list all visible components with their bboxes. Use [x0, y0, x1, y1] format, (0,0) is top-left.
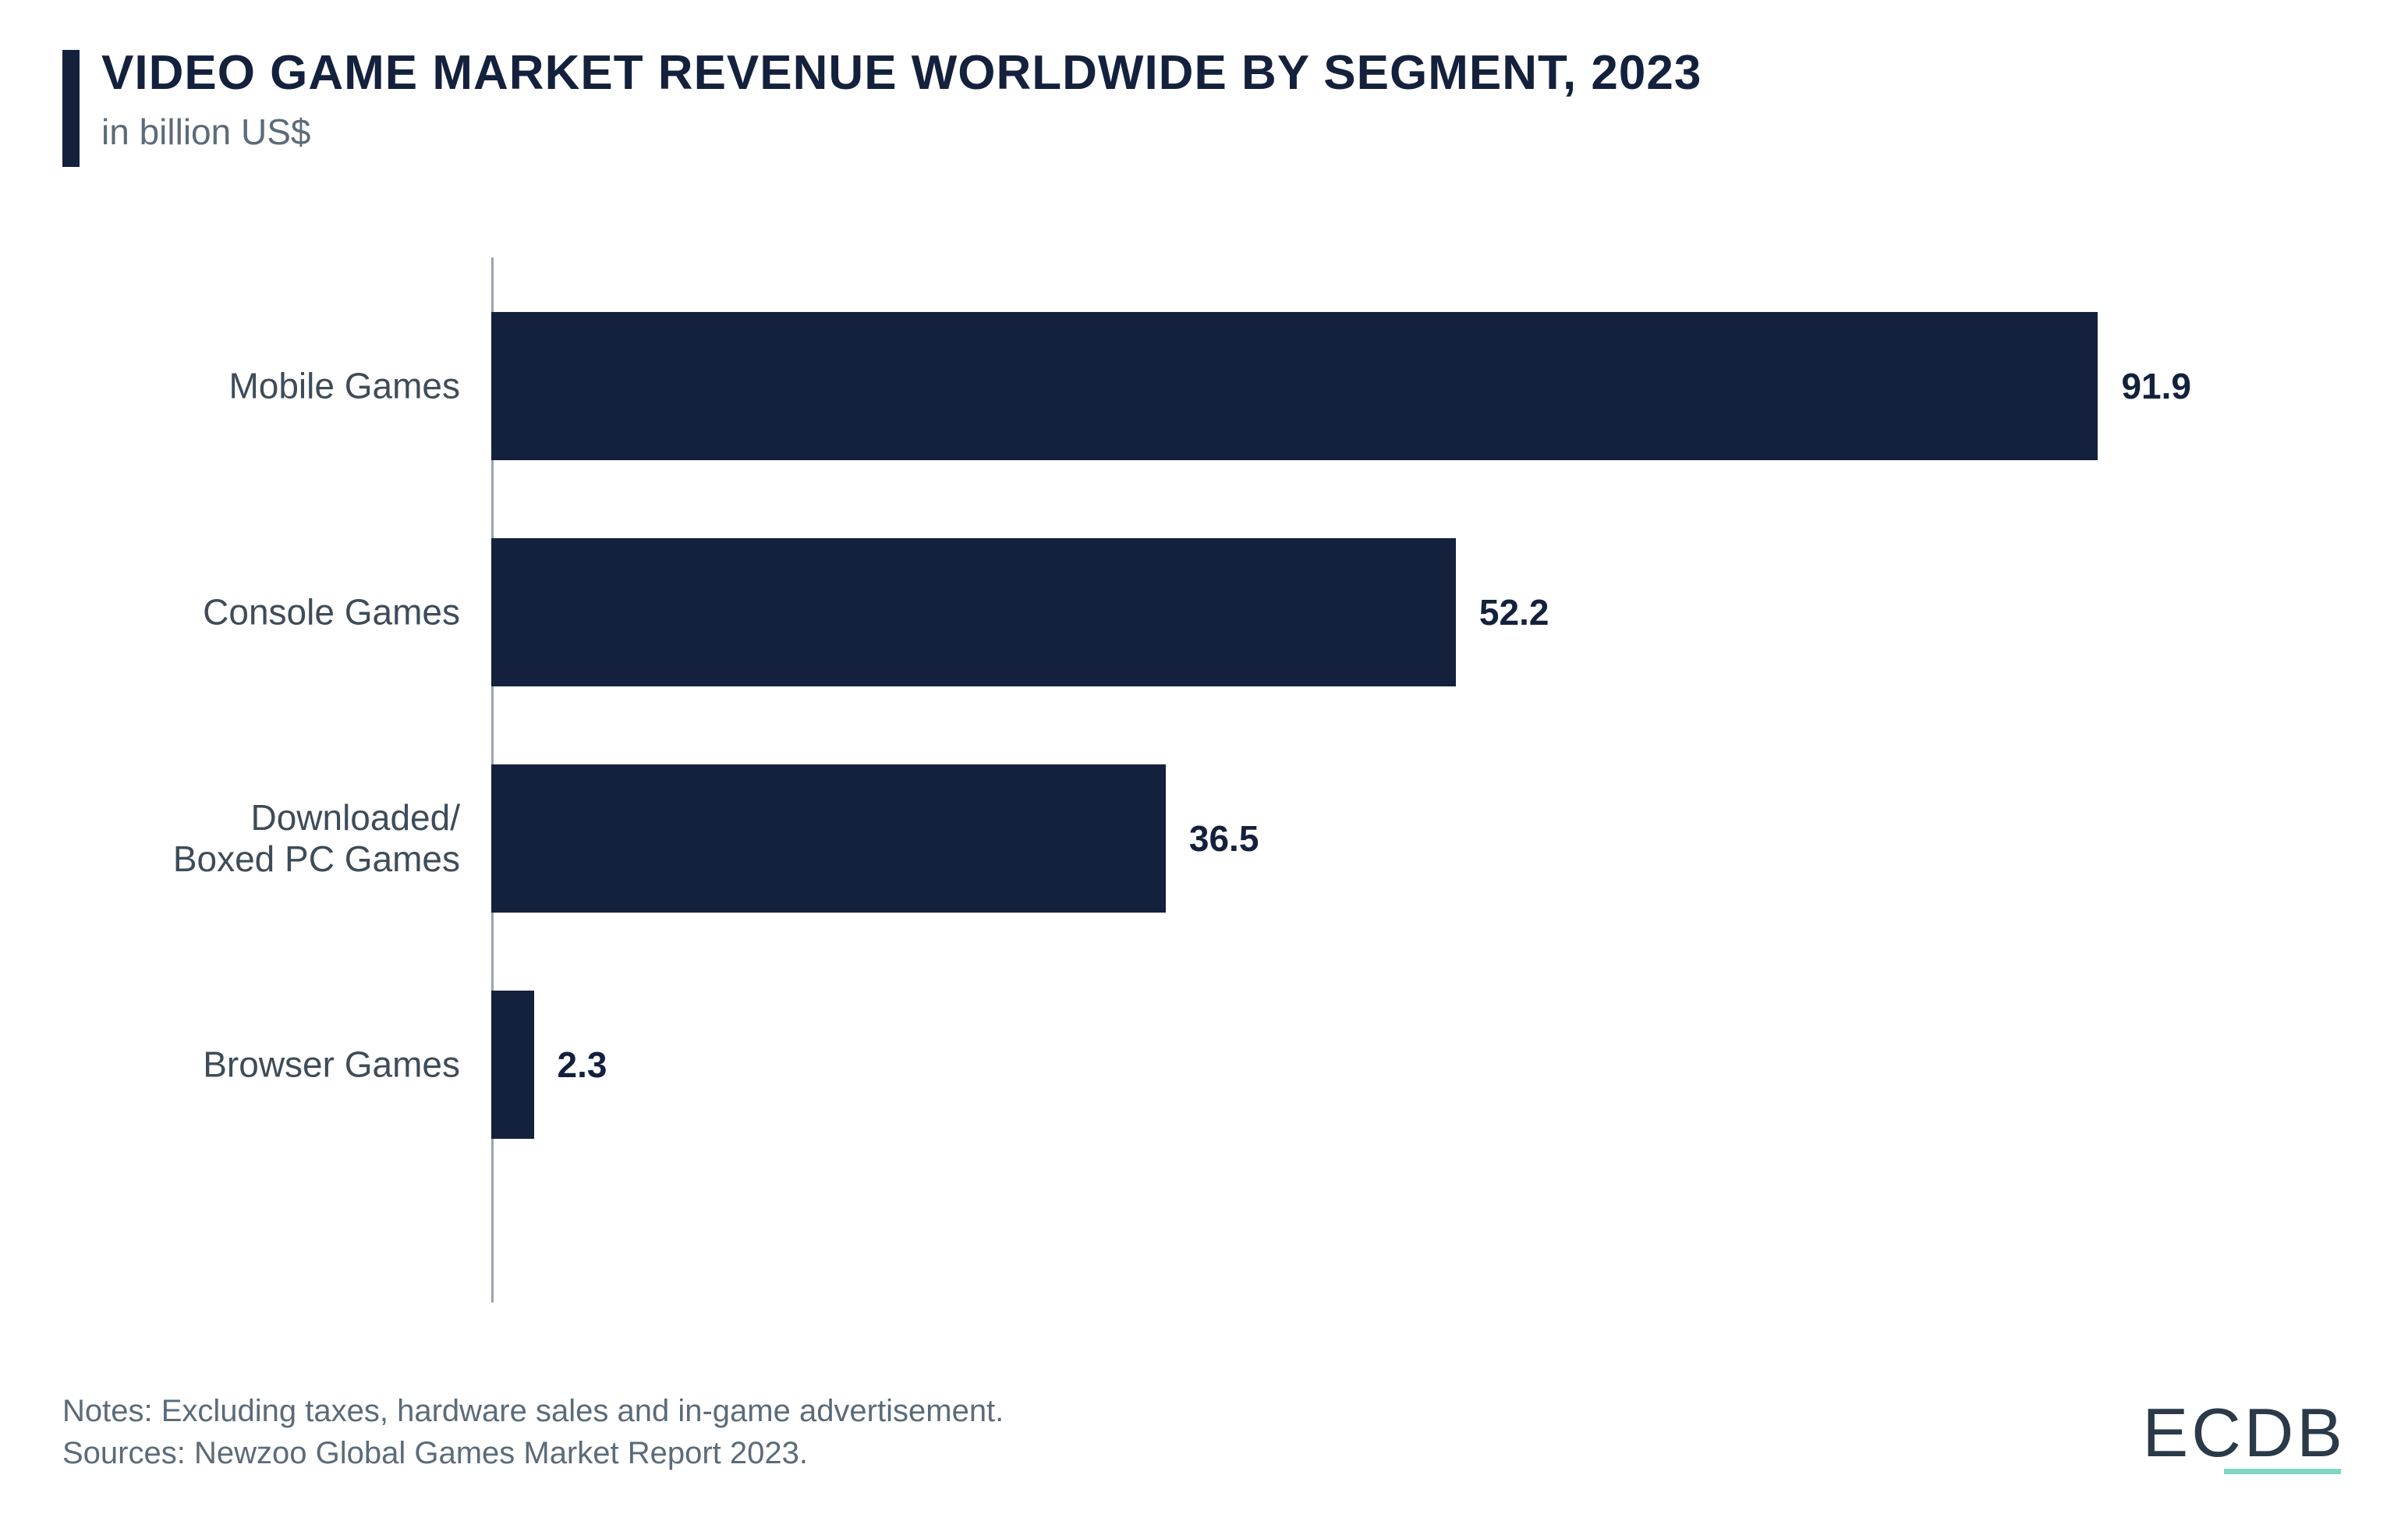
logo-text: ECDB	[2143, 1399, 2346, 1467]
notes-line: Notes: Excluding taxes, hardware sales a…	[62, 1390, 1004, 1432]
bar	[491, 312, 2098, 460]
sources-line: Sources: Newzoo Global Games Market Repo…	[62, 1432, 1004, 1474]
chart-area: 91.9 52.2 36.5 2.3 Mobile Games Console Game…	[62, 281, 2346, 1279]
bar-row: 52.2	[491, 538, 2191, 686]
value-label: 52.2	[1479, 591, 1549, 633]
value-label: 2.3	[558, 1044, 607, 1086]
category-label: Mobile Games	[70, 366, 460, 407]
value-label: 36.5	[1189, 817, 1259, 860]
logo-underline	[2224, 1469, 2341, 1474]
bar	[491, 991, 534, 1139]
chart-title: VIDEO GAME MARKET REVENUE WORLDWIDE BY S…	[101, 47, 1702, 100]
footer-notes: Notes: Excluding taxes, hardware sales a…	[62, 1390, 1004, 1474]
bar-row: 36.5	[491, 764, 2191, 913]
bar-row: 91.9	[491, 312, 2191, 460]
bar	[491, 764, 1166, 913]
bar-row: 2.3	[491, 991, 2191, 1139]
footer: Notes: Excluding taxes, hardware sales a…	[62, 1390, 2346, 1474]
plot-area: 91.9 52.2 36.5 2.3	[491, 281, 2191, 1279]
title-block: VIDEO GAME MARKET REVENUE WORLDWIDE BY S…	[62, 47, 2346, 167]
chart-subtitle: in billion US$	[101, 111, 1702, 153]
bar	[491, 538, 1456, 686]
category-label: Browser Games	[70, 1044, 460, 1086]
category-label: Console Games	[70, 592, 460, 633]
category-label: Downloaded/Boxed PC Games	[70, 797, 460, 880]
chart-frame: VIDEO GAME MARKET REVENUE WORLDWIDE BY S…	[62, 47, 2346, 1474]
logo: ECDB	[2143, 1399, 2346, 1474]
value-label: 91.9	[2121, 365, 2191, 407]
title-accent-bar	[62, 50, 80, 167]
